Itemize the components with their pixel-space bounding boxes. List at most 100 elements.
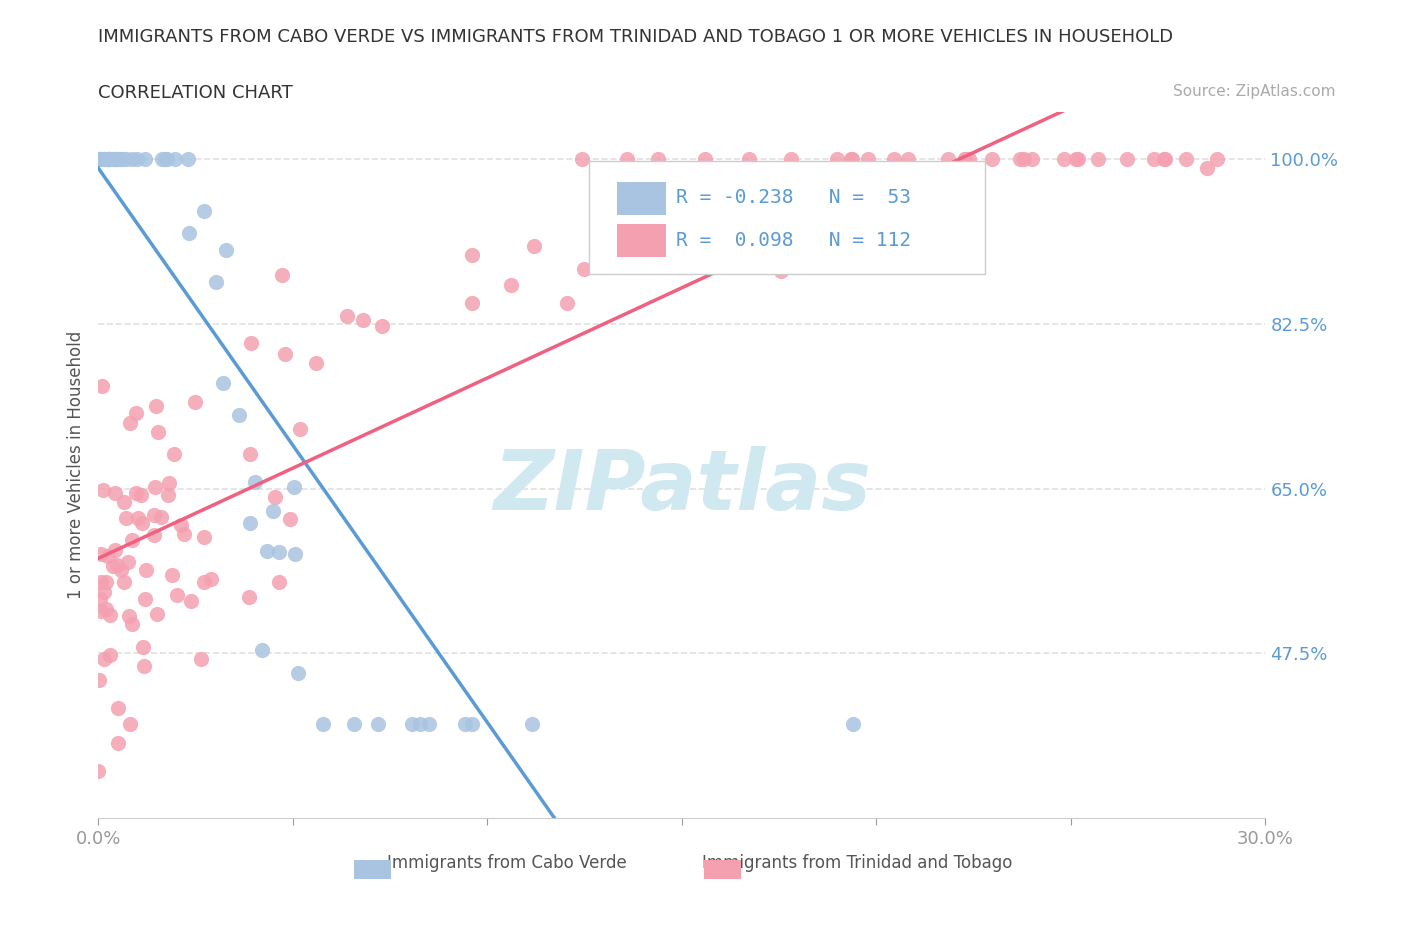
Point	[953, 152, 976, 166]
Point	[170, 518, 193, 533]
Point	[166, 587, 188, 602]
Point	[163, 447, 186, 462]
Point	[284, 547, 307, 562]
Point	[616, 152, 638, 166]
Point	[114, 495, 136, 510]
Point	[134, 591, 156, 606]
Point	[91, 152, 114, 166]
Point	[97, 152, 120, 166]
Point	[105, 557, 128, 572]
Point	[107, 700, 129, 715]
Point	[839, 152, 862, 166]
Point	[98, 647, 121, 662]
Point	[89, 672, 111, 687]
Point	[150, 152, 173, 166]
Point	[150, 509, 173, 524]
Point	[256, 543, 278, 558]
Point	[1052, 152, 1074, 166]
Point	[134, 152, 156, 166]
Point	[193, 529, 215, 544]
Point	[269, 575, 291, 590]
Point	[97, 548, 120, 563]
Point	[273, 347, 295, 362]
Point	[215, 243, 238, 258]
Point	[98, 152, 121, 166]
Point	[1064, 152, 1087, 166]
Point	[501, 278, 523, 293]
Point	[142, 508, 165, 523]
Point	[87, 764, 110, 778]
Point	[180, 593, 202, 608]
Point	[97, 152, 120, 166]
Point	[121, 617, 143, 631]
Point	[1010, 152, 1032, 166]
Point	[127, 152, 149, 166]
Point	[118, 717, 141, 732]
Point	[305, 356, 328, 371]
Point	[101, 559, 124, 574]
Point	[127, 511, 149, 525]
Point	[401, 717, 423, 732]
Point	[287, 666, 309, 681]
Text: IMMIGRANTS FROM CABO VERDE VS IMMIGRANTS FROM TRINIDAD AND TOBAGO 1 OR MORE VEHI: IMMIGRANTS FROM CABO VERDE VS IMMIGRANTS…	[98, 28, 1174, 46]
Point	[856, 152, 879, 166]
Point	[93, 584, 115, 599]
Point	[238, 590, 260, 604]
Point	[120, 416, 142, 431]
Point	[89, 152, 111, 166]
Point	[883, 152, 905, 166]
Point	[93, 152, 115, 166]
Point	[94, 152, 117, 166]
Point	[980, 152, 1002, 166]
Point	[1143, 152, 1166, 166]
FancyBboxPatch shape	[617, 224, 665, 258]
Point	[145, 398, 167, 413]
Point	[135, 563, 157, 578]
Point	[523, 239, 546, 254]
Point	[738, 152, 761, 166]
Point	[290, 421, 312, 436]
Point	[90, 379, 112, 394]
Point	[112, 574, 135, 589]
Point	[143, 480, 166, 495]
Point	[571, 152, 593, 166]
Text: Immigrants from Cabo Verde: Immigrants from Cabo Verde	[387, 854, 627, 872]
Point	[204, 274, 226, 289]
Text: Source: ZipAtlas.com: Source: ZipAtlas.com	[1173, 84, 1336, 99]
Point	[105, 152, 128, 166]
Point	[461, 296, 484, 311]
Point	[110, 563, 132, 578]
Point	[283, 480, 305, 495]
Point	[110, 152, 132, 166]
Point	[146, 425, 169, 440]
Point	[156, 152, 179, 166]
Point	[160, 567, 183, 582]
Point	[267, 545, 290, 560]
Point	[367, 717, 389, 732]
Point	[111, 152, 134, 166]
Point	[264, 489, 287, 504]
Point	[104, 485, 127, 500]
Point	[239, 515, 262, 530]
Point	[153, 152, 176, 166]
Point	[193, 575, 215, 590]
Point	[132, 658, 155, 673]
Point	[96, 602, 118, 617]
Point	[121, 532, 143, 547]
Point	[91, 483, 114, 498]
Point	[114, 511, 136, 525]
Point	[173, 526, 195, 541]
Point	[1021, 152, 1043, 166]
Point	[842, 717, 865, 732]
Point	[103, 152, 125, 166]
Point	[1087, 152, 1109, 166]
Point	[90, 574, 112, 589]
Text: Immigrants from Trinidad and Tobago: Immigrants from Trinidad and Tobago	[702, 854, 1012, 872]
Point	[107, 736, 129, 751]
Point	[825, 152, 848, 166]
Point	[239, 446, 262, 461]
Point	[336, 309, 359, 324]
Point	[118, 608, 141, 623]
Point	[461, 247, 484, 262]
Point	[262, 504, 284, 519]
